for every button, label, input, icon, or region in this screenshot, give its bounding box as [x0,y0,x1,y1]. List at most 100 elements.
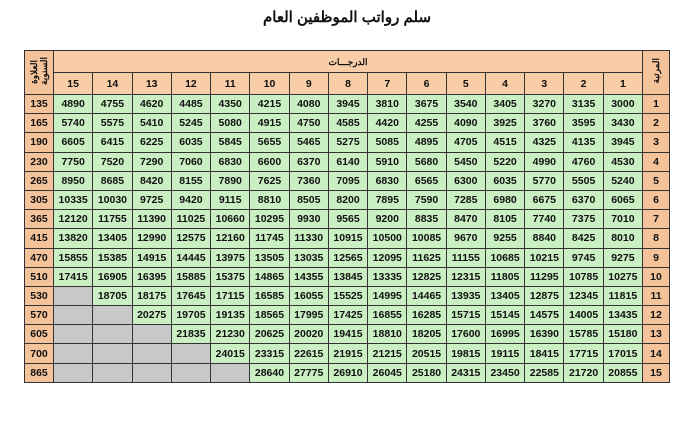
salary-cell: 14465 [406,285,447,307]
salary-cell: 4750 [288,113,329,134]
salary-cell: 7520 [92,151,133,172]
salary-cell: 11745 [249,228,290,249]
salary-cell: 3595 [563,113,604,134]
page-title: سلم رواتب الموظفين العام [262,9,432,26]
salary-cell: 9115 [210,189,251,211]
annual-increment-cell: 230 [24,151,54,172]
salary-cell: 17715 [563,343,604,364]
salary-cell: 15785 [563,324,604,345]
table-row: 4 4530 4760 4990 5220 5450 5680 5910 6140 6370 660… [24,151,670,172]
salary-cell: 18205 [406,324,447,345]
degree-header-13: 13 [131,72,172,95]
rank-cell: 1 [642,93,670,115]
salary-cell: 22585 [524,362,565,383]
salary-cell: 11390 [131,209,172,230]
salary-cell: 5845 [210,132,251,153]
salary-cell: 9670 [445,228,486,249]
empty-cell [92,362,133,383]
salary-cell: 15525 [327,285,369,307]
salary-cell: 7285 [445,189,486,211]
salary-cell: 6830 [210,151,251,172]
degree-header-14: 14 [92,72,133,95]
salary-cell: 18810 [367,324,408,345]
salary-cell: 5465 [288,132,329,153]
annual-increment-cell: 530 [24,285,54,307]
annual-increment-cell: 865 [24,362,54,383]
salary-cell: 18565 [249,305,290,326]
salary-cell: 9565 [327,209,369,230]
salary-cell: 9930 [288,209,329,230]
table-row: 3 3945 4135 4325 4515 4705 4895 5085 5275 5465 565… [24,132,670,153]
salary-cell: 14575 [524,305,565,326]
salary-cell: 5680 [406,151,447,172]
salary-cell: 17115 [210,285,251,307]
salary-cell: 12575 [170,228,212,249]
degree-header-11: 11 [210,72,251,95]
table-row: 1 3000 3135 3270 3405 3540 3675 3810 3945 4080 421… [24,93,670,115]
salary-cell: 7625 [249,170,290,191]
salary-cell: 24315 [445,362,486,383]
salary-cell: 3270 [524,93,565,115]
rank-cell: 14 [642,343,670,364]
table-row: 6 6065 6370 6675 6980 7285 7590 7895 8200 8505 881… [24,189,670,211]
empty-cell [52,362,94,383]
salary-cell: 3135 [563,93,604,115]
salary-cell: 6035 [170,132,212,153]
salary-cell: 15385 [92,247,133,268]
salary-cell: 24015 [210,343,251,364]
rank-cell: 11 [642,285,670,307]
salary-cell: 7095 [327,170,369,191]
annual-increment-cell: 165 [24,113,54,134]
empty-cell [131,343,172,364]
salary-cell: 8685 [92,170,133,191]
salary-cell: 4620 [131,93,172,115]
salary-cell: 5410 [131,113,172,134]
salary-cell: 8470 [445,209,486,230]
salary-cell: 9420 [170,189,212,211]
salary-cell: 17415 [52,266,94,287]
salary-cell: 25180 [406,362,447,383]
salary-cell: 15180 [602,324,644,345]
salary-cell: 12825 [406,266,447,287]
table-row: 8 8010 8425 8840 9255 9670 10085 10500 10915 1133… [24,228,670,249]
salary-cell: 3760 [524,113,565,134]
salary-cell: 14005 [563,305,604,326]
empty-cell [210,362,251,383]
salary-cell: 10085 [406,228,447,249]
salary-cell: 12875 [524,285,565,307]
salary-cell: 7360 [288,170,329,191]
salary-cell: 12120 [52,209,94,230]
salary-cell: 8810 [249,189,290,211]
salary-cell: 6370 [563,189,604,211]
annual-increment-cell: 305 [24,189,54,211]
table-row: 5 5240 5505 5770 6035 6300 6565 6830 7095 7360 762… [24,170,670,191]
salary-cell: 20515 [406,343,447,364]
salary-cell: 19415 [327,324,369,345]
salary-cell: 18415 [524,343,565,364]
degree-header-15: 15 [52,72,94,95]
rank-cell: 8 [642,228,670,249]
salary-cell: 11295 [524,266,565,287]
salary-cell: 21215 [367,343,408,364]
salary-cell: 4760 [563,151,604,172]
salary-cell: 17995 [288,305,329,326]
salary-cell: 21915 [327,343,369,364]
salary-cell: 17425 [327,305,369,326]
salary-cell: 4515 [484,132,526,153]
salary-cell: 18705 [92,285,133,307]
salary-cell: 3675 [406,93,447,115]
salary-cell: 21835 [170,324,212,345]
rank-cell: 7 [642,209,670,230]
salary-cell: 16995 [484,324,526,345]
annual-increment-header: العلاوة السنوية [24,50,54,95]
salary-cell: 9200 [367,209,408,230]
salary-cell: 4915 [249,113,290,134]
salary-cell: 10785 [563,266,604,287]
salary-cell: 7010 [602,209,644,230]
salary-cell: 6600 [249,151,290,172]
degree-header-6: 6 [406,72,447,95]
degree-header-8: 8 [327,72,369,95]
salary-cell: 19115 [484,343,526,364]
salary-cell: 26045 [367,362,408,383]
table-row: 7 7010 7375 7740 8105 8470 8835 9200 9565 9930 102… [24,209,670,230]
